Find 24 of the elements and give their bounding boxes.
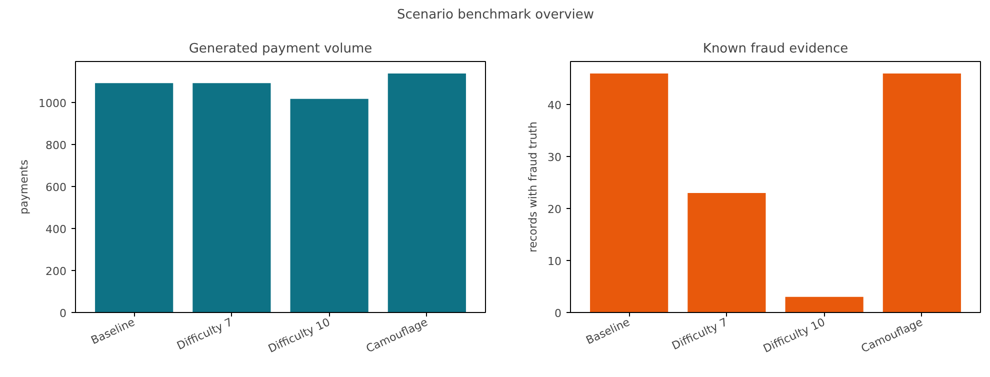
y-tick-label: 40	[548, 99, 562, 112]
bar	[590, 73, 668, 312]
y-tick-label: 1000	[38, 96, 67, 110]
chart-title: Known fraud evidence	[702, 42, 848, 56]
y-tick-label: 600	[46, 180, 67, 194]
y-axis-title: records with fraud truth	[526, 122, 540, 252]
y-tick-label: 10	[548, 255, 562, 268]
y-tick-label: 30	[548, 151, 562, 164]
y-axis-title: payments	[18, 159, 31, 214]
y-tick-label: 0	[60, 307, 66, 320]
y-tick-label: 0	[554, 307, 562, 320]
y-tick-label: 200	[46, 264, 67, 278]
y-tick-label: 800	[46, 138, 67, 152]
bar	[95, 83, 174, 312]
bar	[688, 192, 766, 312]
chart-title: Generated payment volume	[188, 42, 372, 56]
bar	[388, 73, 466, 312]
y-tick-label: 400	[46, 222, 67, 236]
y-tick-label: 20	[548, 203, 562, 216]
bar	[785, 296, 864, 312]
text: Scenario benchmark overview	[396, 8, 594, 22]
bar	[882, 73, 961, 312]
bar	[192, 83, 271, 312]
bar	[290, 98, 368, 312]
